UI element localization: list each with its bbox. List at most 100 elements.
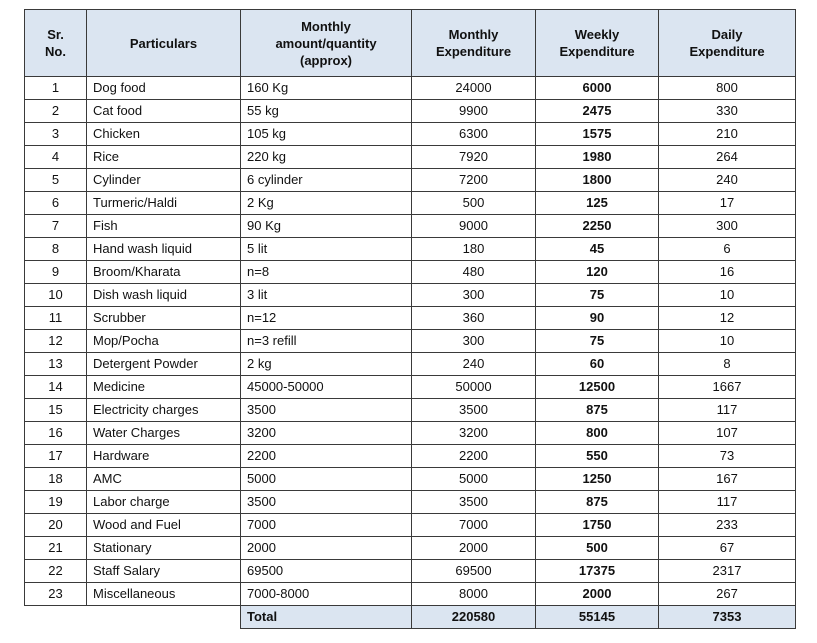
header-sr-no: Sr. No. xyxy=(24,9,87,77)
cell-particulars: AMC xyxy=(86,467,241,491)
cell-monthly: 240 xyxy=(411,352,536,376)
cell-daily: 107 xyxy=(658,421,796,445)
cell-sr-no: 12 xyxy=(24,329,87,353)
cell-monthly: 300 xyxy=(411,329,536,353)
cell-particulars: Fish xyxy=(86,214,241,238)
cell-weekly: 2475 xyxy=(535,99,659,123)
cell-weekly: 875 xyxy=(535,490,659,514)
cell-particulars: Cat food xyxy=(86,99,241,123)
cell-monthly: 6300 xyxy=(411,122,536,146)
cell-weekly: 120 xyxy=(535,260,659,284)
cell-particulars: Rice xyxy=(86,145,241,169)
cell-weekly: 75 xyxy=(535,283,659,307)
cell-weekly: 75 xyxy=(535,329,659,353)
cell-weekly: 2000 xyxy=(535,582,659,606)
cell-particulars: Turmeric/Haldi xyxy=(86,191,241,215)
cell-quantity: 90 Kg xyxy=(240,214,412,238)
cell-sr-no: 11 xyxy=(24,306,87,330)
cell-particulars: Staff Salary xyxy=(86,559,241,583)
table-row: 16 Water Charges 3200 3200 800 107 xyxy=(24,421,796,445)
cell-quantity: 5000 xyxy=(240,467,412,491)
table-row: 22 Staff Salary 69500 69500 17375 2317 xyxy=(24,559,796,583)
header-monthly-expenditure: Monthly Expenditure xyxy=(411,9,536,77)
cell-weekly: 875 xyxy=(535,398,659,422)
header-particulars: Particulars xyxy=(86,9,241,77)
cell-particulars: Scrubber xyxy=(86,306,241,330)
cell-monthly: 69500 xyxy=(411,559,536,583)
total-row: Total 220580 55145 7353 xyxy=(25,605,796,629)
cell-sr-no: 14 xyxy=(24,375,87,399)
table-row: 18 AMC 5000 5000 1250 167 xyxy=(24,467,796,491)
cell-daily: 67 xyxy=(658,536,796,560)
table-row: 4 Rice 220 kg 7920 1980 264 xyxy=(24,145,796,169)
cell-sr-no: 8 xyxy=(24,237,87,261)
cell-quantity: n=8 xyxy=(240,260,412,284)
cell-weekly: 500 xyxy=(535,536,659,560)
cell-quantity: 69500 xyxy=(240,559,412,583)
table-row: 12 Mop/Pocha n=3 refill 300 75 10 xyxy=(24,329,796,353)
cell-particulars: Dog food xyxy=(86,76,241,100)
cell-weekly: 1750 xyxy=(535,513,659,537)
cell-monthly: 9000 xyxy=(411,214,536,238)
cell-monthly: 500 xyxy=(411,191,536,215)
cell-quantity: 5 lit xyxy=(240,237,412,261)
expenditure-table: Sr. No. Particulars Monthly amount/quant… xyxy=(24,9,796,629)
cell-particulars: Broom/Kharata xyxy=(86,260,241,284)
cell-particulars: Labor charge xyxy=(86,490,241,514)
cell-particulars: Wood and Fuel xyxy=(86,513,241,537)
cell-monthly: 2200 xyxy=(411,444,536,468)
cell-quantity: 3500 xyxy=(240,398,412,422)
cell-sr-no: 23 xyxy=(24,582,87,606)
table-row: 20 Wood and Fuel 7000 7000 1750 233 xyxy=(24,513,796,537)
cell-weekly: 60 xyxy=(535,352,659,376)
cell-daily: 240 xyxy=(658,168,796,192)
cell-weekly: 125 xyxy=(535,191,659,215)
cell-daily: 8 xyxy=(658,352,796,376)
cell-daily: 16 xyxy=(658,260,796,284)
cell-weekly: 1800 xyxy=(535,168,659,192)
table-row: 17 Hardware 2200 2200 550 73 xyxy=(24,444,796,468)
cell-sr-no: 21 xyxy=(24,536,87,560)
cell-sr-no: 20 xyxy=(24,513,87,537)
cell-sr-no: 1 xyxy=(24,76,87,100)
cell-particulars: Electricity charges xyxy=(86,398,241,422)
total-blank-particulars xyxy=(87,606,241,629)
cell-monthly: 3500 xyxy=(411,398,536,422)
table-row: 2 Cat food 55 kg 9900 2475 330 xyxy=(24,99,796,123)
cell-quantity: 7000-8000 xyxy=(240,582,412,606)
table-row: 5 Cylinder 6 cylinder 7200 1800 240 xyxy=(24,168,796,192)
cell-quantity: 6 cylinder xyxy=(240,168,412,192)
table-row: 11 Scrubber n=12 360 90 12 xyxy=(24,306,796,330)
cell-quantity: 2000 xyxy=(240,536,412,560)
table-row: 23 Miscellaneous 7000-8000 8000 2000 267 xyxy=(24,582,796,606)
cell-daily: 117 xyxy=(658,398,796,422)
cell-quantity: n=12 xyxy=(240,306,412,330)
cell-weekly: 17375 xyxy=(535,559,659,583)
table-body: 1 Dog food 160 Kg 24000 6000 800 2 Cat f… xyxy=(24,76,796,606)
cell-weekly: 1980 xyxy=(535,145,659,169)
cell-daily: 17 xyxy=(658,191,796,215)
cell-quantity: 2200 xyxy=(240,444,412,468)
total-monthly: 220580 xyxy=(411,605,536,629)
cell-quantity: 55 kg xyxy=(240,99,412,123)
cell-particulars: Miscellaneous xyxy=(86,582,241,606)
cell-sr-no: 18 xyxy=(24,467,87,491)
cell-daily: 264 xyxy=(658,145,796,169)
cell-quantity: 2 kg xyxy=(240,352,412,376)
cell-sr-no: 6 xyxy=(24,191,87,215)
cell-quantity: 45000-50000 xyxy=(240,375,412,399)
table-row: 19 Labor charge 3500 3500 875 117 xyxy=(24,490,796,514)
cell-daily: 10 xyxy=(658,283,796,307)
cell-daily: 300 xyxy=(658,214,796,238)
cell-monthly: 180 xyxy=(411,237,536,261)
cell-daily: 2317 xyxy=(658,559,796,583)
cell-quantity: 7000 xyxy=(240,513,412,537)
total-blank-sr xyxy=(25,606,87,629)
cell-daily: 267 xyxy=(658,582,796,606)
cell-quantity: 220 kg xyxy=(240,145,412,169)
table-row: 10 Dish wash liquid 3 lit 300 75 10 xyxy=(24,283,796,307)
expenditure-sheet: Sr. No. Particulars Monthly amount/quant… xyxy=(24,9,796,629)
table-row: 13 Detergent Powder 2 kg 240 60 8 xyxy=(24,352,796,376)
table-row: 9 Broom/Kharata n=8 480 120 16 xyxy=(24,260,796,284)
table-row: 7 Fish 90 Kg 9000 2250 300 xyxy=(24,214,796,238)
